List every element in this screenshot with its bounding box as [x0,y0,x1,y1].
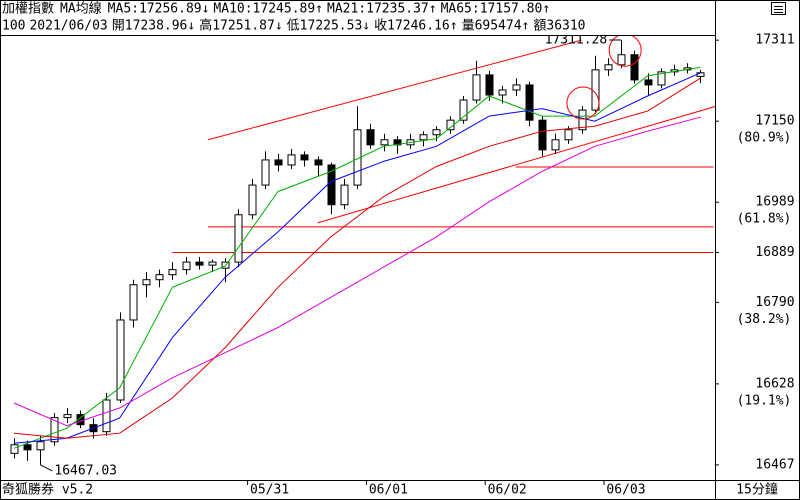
y-tick-label: 16889 [755,245,794,260]
annotation: 17311.28 [545,33,608,48]
y-tick-label: 16467 [755,457,794,472]
x-tick-label: 06/03 [606,483,645,498]
legend-entry: MA10:17245.89 [213,2,315,17]
candle-body [10,444,19,454]
candle-body [63,414,72,419]
y-tick-label: 17150 [755,114,794,129]
candle-body [538,119,547,151]
candle-body [314,159,323,166]
candle-body [23,444,32,451]
highlight-circle [608,36,642,67]
info-text: 開17238.96↓ [112,19,195,34]
legend-entry: MA5:17256.89 [108,2,202,17]
candle-body [525,84,534,121]
candle-body [248,184,257,216]
info-text: 高17251.87↓ [199,18,282,34]
fib-label: (61.8%) [737,212,792,227]
ma-line [13,66,701,449]
candle-body [102,399,111,433]
candle-body [142,279,151,286]
trend-line [317,106,715,224]
candle-body [116,319,125,401]
candle-body [604,64,613,71]
candle-body [195,261,204,266]
candle-body [591,69,600,111]
footer-label: 奇狐勝券 v5.2 [2,482,93,498]
candle-body [459,99,468,121]
candle-body [234,214,243,263]
header-text: 加權指數 [2,2,54,17]
menu-box[interactable] [771,2,786,15]
legend-trend: ↓ [202,2,210,17]
fib-label: (19.1%) [737,393,792,408]
y-tick-label: 16989 [755,195,794,210]
highlight-circle [566,86,600,120]
x-tick-label: 06/01 [369,483,408,498]
legend-trend: ↑ [542,2,550,17]
candle-body [287,154,296,166]
candle-body [551,139,560,151]
legend-entry: MA65:17157.80 [441,2,543,17]
candle-body [578,109,587,131]
annotation: 16467.03 [54,463,117,478]
ma-line [13,116,701,427]
candle-body [485,74,494,96]
candle-body [564,129,573,141]
candle-body [50,417,59,443]
info-text: 低17225.53↓ [287,19,370,34]
candle-body [366,129,375,146]
x-tick-label: 06/02 [488,483,527,498]
info-text: 量695474↑ [462,19,530,34]
legend-entry: MA21:17235.37 [327,2,429,17]
candle-body [472,74,481,101]
candle-body [617,54,626,66]
annotation-leader [40,464,53,472]
fib-label: (80.9%) [737,131,792,146]
y-tick-label: 17311 [755,33,794,48]
candle-body [380,139,389,146]
candle-body [182,261,191,271]
info-text: 收17246.16↑ [374,19,457,34]
ma-line [13,77,701,439]
period-label: 15分鐘 [736,482,778,498]
candle-body [498,89,507,96]
candle-body [274,159,283,166]
candle-body [512,84,521,91]
legend-trend: ↑ [429,2,437,17]
candle-body [300,154,309,161]
info-text: 100 [2,19,25,34]
candle-body [657,71,666,86]
fib-label: (38.2%) [737,312,792,327]
candle-body [36,441,45,451]
candle-body [630,54,639,81]
candle-body [129,284,138,321]
candle-body [208,261,217,266]
candle-body [168,269,177,276]
candle-body [432,129,441,136]
legend-trend: ↑ [315,2,323,17]
y-tick-label: 16628 [755,376,794,391]
candle-body [340,184,349,206]
candle-body [155,274,164,281]
candle-body [644,79,653,86]
candle-body [419,134,428,141]
trend-line [207,39,582,141]
menu-icon[interactable] [771,2,786,15]
plot: 17311.28 16467.03 [10,33,715,478]
x-tick-label: 05/31 [250,483,289,498]
info-text: 額36310 [533,19,585,34]
info-text: 2021/06/03 [29,19,107,34]
header-text: MA均線 [60,1,102,17]
candle-body [261,159,270,186]
y-tick-label: 16790 [755,295,794,310]
